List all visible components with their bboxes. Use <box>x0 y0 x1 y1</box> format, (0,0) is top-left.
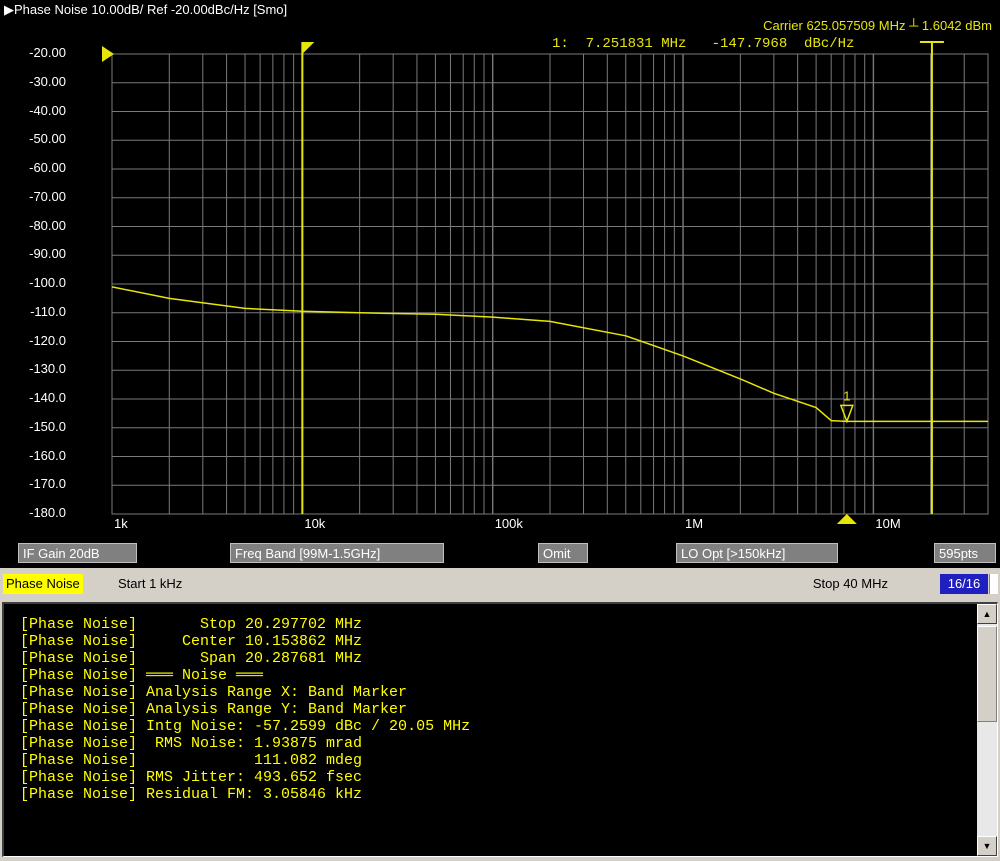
start-frequency: Start 1 kHz <box>118 576 183 591</box>
band-marker-flag <box>302 42 315 54</box>
y-tick-label: -20.00 <box>29 45 66 60</box>
y-tick-label: -120.0 <box>29 332 66 348</box>
scroll-down-icon: ▼ <box>982 841 992 851</box>
phase-noise-trace <box>111 286 988 423</box>
x-tick-label: 10k <box>304 516 326 531</box>
x-tick-label: 10M <box>875 516 901 531</box>
measurement-tab-phase-noise[interactable]: Phase Noise <box>3 574 83 594</box>
x-tick-label: 100k <box>494 516 523 531</box>
marker-1-triangle <box>839 404 854 424</box>
y-tick-label: -80.00 <box>29 217 66 233</box>
y-tick-label: -130.0 <box>29 361 66 377</box>
y-tick-label: -150.0 <box>29 418 66 434</box>
console-line: [Phase Noise] Analysis Range Y: Band Mar… <box>20 701 408 718</box>
plot-canvas[interactable]: 1 <box>0 0 1000 540</box>
console-lines: [Phase Noise] Stop 20.297702 MHz [Phase N… <box>20 616 470 803</box>
plot-title: ▶Phase Noise 10.00dB/ Ref -20.00dBc/Hz [… <box>4 2 288 17</box>
y-tick-label: -40.00 <box>29 102 66 118</box>
scroll-up-icon: ▲ <box>982 609 992 619</box>
result-console[interactable]: [Phase Noise] Stop 20.297702 MHz [Phase N… <box>2 602 998 857</box>
y-tick-label: -160.0 <box>29 447 66 463</box>
console-line: [Phase Noise] Stop 20.297702 MHz <box>20 616 363 633</box>
y-tick-label: -170.0 <box>29 476 66 492</box>
marker-x-indicator <box>836 514 857 524</box>
console-line: [Phase Noise] ═══ Noise ═══ <box>20 667 264 684</box>
y-tick-label: -90.00 <box>29 246 66 262</box>
scroll-up-button[interactable]: ▲ <box>977 604 997 624</box>
measurement-info-bar: Phase Noise Start 1 kHz Stop 40 MHz 16/1… <box>0 570 1000 598</box>
console-line: [Phase Noise] Center 10.153862 MHz <box>20 633 363 650</box>
y-tick-label: -60.00 <box>29 160 66 175</box>
marker-1-label: 1 <box>843 388 850 403</box>
freq-band-field[interactable]: Freq Band [99M-1.5GHz] <box>230 543 444 563</box>
console-line: [Phase Noise] RMS Noise: 1.93875 mrad <box>20 735 363 752</box>
info-bar-edge <box>989 574 998 594</box>
reference-level-marker <box>102 46 114 62</box>
marker-readout: 1: 7.251831 MHz -147.7968 dBc/Hz <box>552 36 855 52</box>
scroll-thumb[interactable] <box>977 626 997 722</box>
y-tick-label: -100.0 <box>29 275 66 290</box>
points-field[interactable]: 595pts <box>934 543 996 563</box>
carrier-readout: Carrier 625.057509 MHz ┴ 1.6042 dBm <box>763 18 992 33</box>
y-tick-label: -70.00 <box>29 188 66 204</box>
console-line: [Phase Noise] RMS Jitter: 493.652 fsec <box>20 769 363 786</box>
console-line: [Phase Noise] Analysis Range X: Band Mar… <box>20 684 408 701</box>
page-indicator[interactable]: 16/16 <box>940 574 988 594</box>
x-tick-label: 1M <box>685 516 704 531</box>
console-line: [Phase Noise] Residual FM: 3.05846 kHz <box>20 786 363 803</box>
stop-frequency: Stop 40 MHz <box>812 576 888 591</box>
x-tick-label: 1k <box>114 516 128 531</box>
y-tick-label: -180.0 <box>29 505 66 520</box>
console-line: [Phase Noise] Span 20.287681 MHz <box>20 650 363 667</box>
scroll-down-button[interactable]: ▼ <box>977 836 997 856</box>
lo-opt-field[interactable]: LO Opt [>150kHz] <box>676 543 838 563</box>
omit-field[interactable]: Omit <box>538 543 588 563</box>
y-tick-label: -50.00 <box>29 131 66 147</box>
console-line: [Phase Noise] Intg Noise: -57.2599 dBc /… <box>20 718 471 735</box>
if-gain-field[interactable]: IF Gain 20dB <box>18 543 137 563</box>
y-tick-label: -30.00 <box>29 73 66 89</box>
y-tick-label: -110.0 <box>30 303 66 319</box>
status-bar: IF Gain 20dB Freq Band [99M-1.5GHz] Omit… <box>0 540 1000 568</box>
console-line: [Phase Noise] 111.082 mdeg <box>20 752 363 769</box>
console-scrollbar[interactable]: ▲ ▼ <box>977 604 997 856</box>
y-tick-label: -140.0 <box>29 390 66 405</box>
phase-noise-plot[interactable]: 1 ▶Phase Noise 10.00dB/ Ref -20.00dBc/Hz… <box>0 0 1000 540</box>
